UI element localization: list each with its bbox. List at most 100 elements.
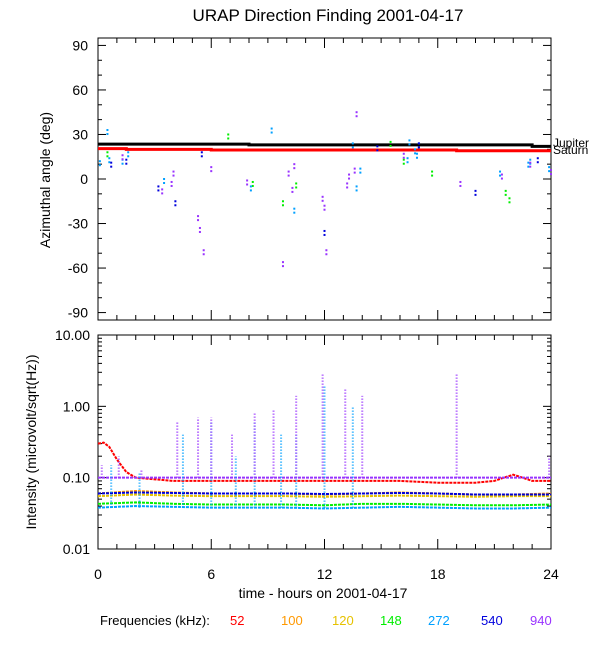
intensity-series-52 — [97, 441, 551, 484]
azimuth-point-540 — [323, 229, 326, 232]
azimuth-point-148 — [431, 174, 434, 177]
azimuth-point-940 — [172, 174, 175, 177]
azimuth-point-272 — [293, 207, 296, 210]
intensity-y-tick-labels: 10.00 1.00 0.10 0.01 — [55, 327, 90, 557]
x-tick-label: 6 — [207, 566, 215, 582]
azimuth-point-540 — [536, 157, 539, 160]
azimuth-point-940 — [402, 156, 405, 159]
azimuth-point-940 — [293, 163, 296, 166]
legend-item-52: 52 — [230, 613, 244, 628]
azimuth-point-940 — [402, 152, 405, 155]
azimuth-point-540 — [323, 233, 326, 236]
azimuth-point-940 — [325, 253, 328, 256]
azimuth-point-940 — [287, 174, 290, 177]
azimuth-point-272 — [415, 152, 418, 155]
azimuth-point-148 — [431, 170, 434, 173]
azimuth-point-940 — [346, 186, 349, 189]
intensity-plot-area — [97, 373, 552, 510]
azimuth-point-272 — [163, 182, 166, 184]
azimuth-point-272 — [108, 157, 111, 160]
azimuth-point-148 — [508, 197, 511, 200]
azimuth-point-540 — [110, 161, 113, 164]
azimuth-point-540 — [417, 142, 420, 145]
azimuth-point-940 — [172, 170, 175, 173]
azimuth-point-148 — [389, 140, 392, 143]
saturn-reference-line — [98, 147, 551, 153]
azimuth-point-940 — [323, 208, 326, 211]
azimuth-point-148 — [106, 151, 109, 154]
azimuth-point-272 — [106, 133, 109, 136]
azimuth-point-940 — [198, 230, 201, 233]
azimuth-point-940 — [210, 166, 213, 169]
azimuth-point-272 — [527, 161, 530, 164]
azimuth-point-272 — [499, 170, 502, 173]
y-tick-label: 10.00 — [55, 327, 90, 343]
intensity-series-540 — [97, 491, 551, 496]
azimuth-point-940 — [161, 192, 164, 195]
azimuth-point-272 — [249, 185, 252, 188]
jupiter-label: Jupiter — [553, 136, 589, 150]
intensity-series-148 — [97, 501, 552, 507]
azimuth-point-540 — [125, 162, 128, 165]
azimuth-point-148 — [251, 184, 254, 187]
azimuth-point-540 — [474, 193, 477, 196]
azimuth-point-272 — [359, 167, 362, 170]
azimuth-point-272 — [351, 146, 354, 149]
azimuth-point-540 — [174, 200, 177, 203]
y-tick-label: 0.10 — [63, 470, 90, 486]
azimuth-point-940 — [500, 173, 503, 176]
y-tick-label: 60 — [72, 82, 88, 98]
x-tick-label: 12 — [317, 566, 333, 582]
azimuth-point-272 — [249, 189, 252, 192]
azimuth-point-272 — [408, 139, 411, 142]
azimuth-point-540 — [536, 161, 539, 164]
azimuth-panel-frame — [97, 37, 552, 321]
legend-item-272: 272 — [428, 613, 450, 628]
azimuth-point-148 — [281, 204, 284, 207]
azimuth-point-940 — [500, 177, 503, 180]
azimuth-point-148 — [295, 182, 298, 185]
azimuth-point-940 — [550, 173, 552, 176]
legend-title: Frequencies (kHz): — [100, 613, 210, 628]
azimuth-point-940 — [170, 184, 173, 187]
azimuth-point-940 — [291, 186, 294, 189]
azimuth-point-940 — [529, 165, 532, 168]
azimuth-point-272 — [127, 155, 130, 158]
legend-item-940: 940 — [530, 613, 552, 628]
azimuth-point-272 — [108, 161, 111, 164]
azimuth-point-940 — [323, 204, 326, 207]
azimuth-point-940 — [355, 111, 358, 114]
azimuth-point-540 — [376, 149, 379, 152]
y-tick-label: -60 — [68, 260, 88, 276]
azimuth-point-940 — [293, 167, 296, 170]
legend-item-100: 100 — [281, 613, 303, 628]
azimuth-point-272 — [121, 162, 124, 165]
azimuth-point-940 — [198, 226, 201, 229]
azimuth-point-940 — [355, 115, 358, 118]
azimuth-axis-ticks — [97, 38, 552, 320]
azimuth-point-940 — [529, 161, 532, 164]
azimuth-point-940 — [281, 261, 284, 264]
azimuth-point-540 — [157, 189, 160, 192]
frequency-legend: 52 100 120 148 272 540 940 — [230, 613, 552, 628]
azimuth-point-272 — [270, 127, 273, 130]
azimuth-point-940 — [197, 219, 200, 222]
azimuth-point-272 — [127, 151, 130, 154]
azimuth-point-940 — [353, 167, 356, 170]
azimuth-point-940 — [246, 183, 249, 186]
intensity-panel-frame — [97, 334, 552, 550]
azimuth-point-540 — [376, 145, 379, 148]
azimuth-point-940 — [197, 215, 200, 218]
azimuth-plot-area — [98, 111, 552, 268]
azimuth-y-tick-labels: 90 60 30 0 -30 -60 -90 — [68, 37, 88, 320]
azimuth-point-940 — [348, 177, 351, 180]
azimuth-point-272 — [106, 129, 109, 132]
azimuth-point-940 — [287, 170, 290, 173]
azimuth-point-940 — [161, 188, 164, 191]
azimuth-y-axis-label: Azimuthal angle (deg) — [37, 112, 53, 248]
azimuth-point-272 — [414, 152, 417, 155]
intensity-series-272 — [97, 505, 552, 510]
azimuth-point-940 — [121, 158, 124, 161]
azimuth-point-148 — [504, 193, 507, 196]
